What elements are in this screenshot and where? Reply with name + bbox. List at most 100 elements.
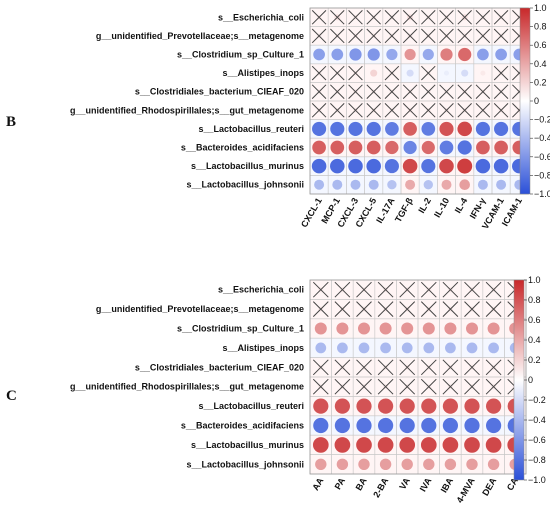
- correlation-dot: [348, 158, 363, 174]
- correlation-dot: [442, 398, 459, 414]
- not-significant-cross-icon: [399, 378, 416, 395]
- not-significant-cross-icon: [464, 378, 480, 395]
- not-significant-cross-icon: [366, 103, 381, 118]
- correlation-dot: [366, 140, 381, 155]
- row-label: s__Lactobacillus_murinus: [191, 440, 304, 450]
- not-significant-cross-icon: [334, 301, 351, 317]
- correlation-dot: [312, 437, 329, 453]
- correlation-dot: [457, 121, 472, 137]
- correlation-dot: [337, 342, 348, 354]
- not-significant-cross-icon: [399, 301, 416, 317]
- correlation-dot: [379, 322, 392, 335]
- correlation-dot: [349, 48, 362, 61]
- not-significant-cross-icon: [312, 359, 329, 376]
- correlation-dot: [439, 121, 454, 136]
- not-significant-cross-icon: [348, 10, 363, 25]
- not-significant-cross-icon: [384, 103, 400, 118]
- not-significant-cross-icon: [330, 10, 345, 25]
- not-significant-cross-icon: [439, 103, 454, 118]
- colorbar-tick-label: −0.2: [534, 115, 550, 125]
- correlation-dot: [442, 437, 459, 453]
- not-significant-cross-icon: [334, 378, 351, 395]
- not-significant-cross-icon: [384, 65, 400, 81]
- row-label: s__Lactobacillus_reuteri: [198, 124, 304, 134]
- correlation-dot: [348, 121, 363, 136]
- correlation-dot: [366, 121, 381, 136]
- row-label: g__unidentified_Rhodospirillales;s__gut_…: [70, 105, 304, 115]
- correlation-dot: [366, 158, 381, 174]
- column-label: BA: [354, 476, 369, 493]
- panel-label-c: C: [6, 388, 17, 404]
- correlation-dot: [466, 458, 478, 471]
- correlation-dot: [421, 140, 435, 155]
- correlation-dot: [377, 437, 394, 453]
- column-label: IL-10: [432, 196, 451, 219]
- not-significant-cross-icon: [384, 84, 400, 99]
- not-significant-cross-icon: [366, 10, 381, 25]
- correlation-dot: [423, 458, 435, 471]
- not-significant-cross-icon: [442, 359, 459, 376]
- correlation-dot: [461, 69, 469, 77]
- colorbar-tick-label: −0.8: [528, 455, 546, 465]
- colorbar-tick-label: −0.4: [534, 133, 550, 143]
- not-significant-cross-icon: [330, 65, 345, 81]
- not-significant-cross-icon: [312, 378, 329, 395]
- correlation-dot: [495, 48, 507, 61]
- not-significant-cross-icon: [475, 103, 491, 118]
- correlation-dot: [334, 417, 351, 434]
- not-significant-cross-icon: [402, 10, 418, 25]
- correlation-dot: [379, 458, 392, 471]
- not-significant-cross-icon: [493, 65, 509, 81]
- not-significant-cross-icon: [399, 281, 416, 298]
- colorbar-tick-label: −1.0: [534, 189, 550, 199]
- colorbar-tick-label: 0.6: [534, 40, 547, 50]
- correlation-dot: [440, 48, 453, 61]
- correlation-dot: [402, 158, 418, 174]
- correlation-dot: [336, 322, 349, 335]
- row-label: s__Bacteroides_acidifaciens: [181, 143, 304, 153]
- column-label: PA: [333, 476, 348, 492]
- correlation-dot: [401, 322, 414, 335]
- not-significant-cross-icon: [420, 301, 437, 317]
- correlation-dot: [377, 398, 394, 414]
- row-label: s__Lactobacillus_reuteri: [198, 401, 304, 411]
- row-label: s__Alistipes_inops: [222, 68, 304, 78]
- correlation-dot: [356, 437, 372, 453]
- not-significant-cross-icon: [439, 10, 454, 25]
- correlation-dot: [477, 179, 488, 190]
- not-significant-cross-icon: [334, 359, 351, 376]
- correlation-dot: [439, 140, 454, 155]
- correlation-dot: [356, 417, 372, 434]
- correlation-dot: [330, 121, 345, 136]
- column-label: 4-MVA: [454, 476, 477, 505]
- correlation-dot: [367, 48, 380, 61]
- correlation-dot: [380, 342, 391, 354]
- row-label: s__Bacteroides_acidifaciens: [181, 421, 304, 431]
- correlation-dot: [464, 417, 480, 434]
- not-significant-cross-icon: [334, 281, 351, 298]
- correlation-dot: [387, 180, 397, 190]
- correlation-dot: [476, 140, 490, 155]
- not-significant-cross-icon: [493, 103, 509, 118]
- row-label: s__Alistipes_inops: [222, 343, 304, 353]
- correlation-dot: [444, 70, 449, 76]
- not-significant-cross-icon: [356, 378, 372, 395]
- correlation-dot: [401, 342, 413, 354]
- not-significant-cross-icon: [493, 84, 509, 99]
- correlation-dot: [386, 48, 398, 61]
- correlation-dot: [330, 158, 345, 174]
- not-significant-cross-icon: [485, 301, 502, 317]
- not-significant-cross-icon: [402, 103, 418, 118]
- column-label: IL-2: [416, 196, 433, 215]
- correlation-dot: [475, 158, 491, 174]
- correlation-dot: [494, 121, 509, 136]
- not-significant-cross-icon: [442, 301, 459, 317]
- correlation-dot: [314, 322, 327, 335]
- not-significant-cross-icon: [377, 359, 394, 376]
- correlation-dot: [423, 342, 435, 354]
- row-label: s__Lactobacillus_murinus: [191, 161, 304, 171]
- correlation-dot: [466, 342, 478, 354]
- colorbar: [513, 279, 525, 481]
- colorbar-tick-label: −0.4: [528, 415, 546, 425]
